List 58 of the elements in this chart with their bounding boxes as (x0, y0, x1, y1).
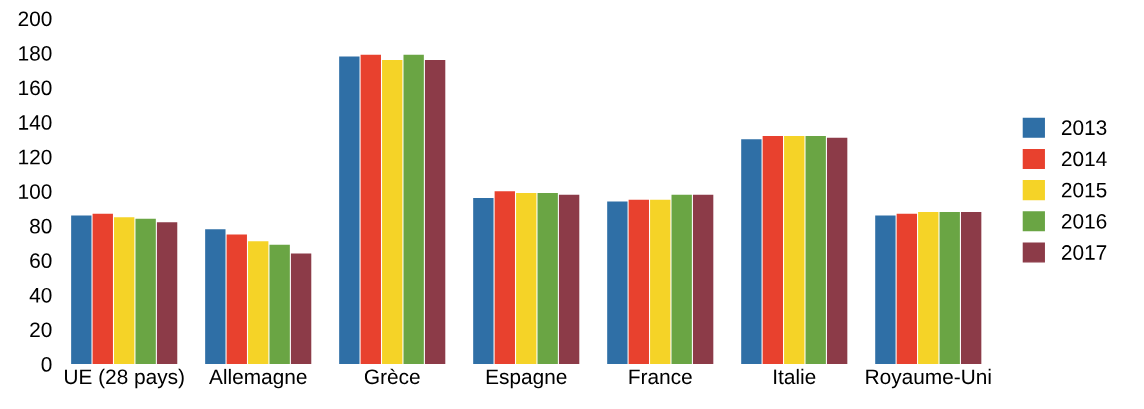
bar (360, 54, 381, 365)
bar (290, 253, 312, 365)
bar (671, 194, 692, 365)
bar (424, 59, 446, 365)
legend-label: 2013 (1061, 120, 1107, 136)
y-tick-label: 40 (29, 287, 52, 303)
bar (918, 211, 939, 365)
bar (896, 213, 918, 365)
bar (741, 139, 762, 365)
bar (875, 215, 896, 365)
y-tick-label: 100 (19, 184, 52, 199)
y-tick-label: 80 (30, 218, 52, 234)
legend-label: 2014 (1061, 151, 1107, 167)
bar (960, 211, 982, 365)
y-tick-label: 200 (18, 11, 52, 27)
bar (537, 192, 558, 365)
y-tick-label: 20 (30, 322, 52, 338)
bar (692, 194, 714, 365)
legend-label: 2015 (1061, 182, 1107, 198)
legend-label: 2017 (1061, 245, 1107, 260)
bar (826, 137, 848, 365)
bar (516, 192, 537, 365)
x-tick-label: Grèce (364, 368, 420, 385)
x-tick-label: Espagne (486, 369, 567, 389)
bar (226, 234, 247, 365)
bar (607, 201, 628, 365)
bar (473, 198, 494, 365)
bar (156, 222, 178, 365)
y-tick-label: 140 (19, 115, 52, 130)
y-tick-label: 60 (30, 253, 52, 269)
bar (339, 56, 360, 365)
x-tick-label: France (629, 369, 692, 385)
bar (92, 213, 113, 365)
bar (805, 135, 826, 365)
y-tick-label: 160 (19, 80, 52, 96)
bar (135, 218, 156, 365)
bar (403, 54, 424, 365)
y-tick-label: 0 (41, 357, 52, 372)
y-tick-label: 180 (19, 45, 52, 61)
y-tick-label: 120 (19, 149, 52, 165)
bar (939, 211, 960, 365)
bar (628, 199, 649, 365)
bar (248, 241, 269, 365)
bar (114, 217, 135, 365)
bar (382, 59, 403, 365)
x-tick-label: Italie (774, 368, 816, 385)
x-tick-label: Royaume-Uni (866, 368, 991, 389)
legend-label: 2016 (1061, 213, 1107, 229)
bar (762, 135, 784, 365)
bar (558, 194, 580, 365)
x-tick-label: UE (28 pays) (65, 368, 184, 389)
bar (71, 215, 92, 365)
bar (650, 199, 671, 365)
bar (205, 229, 226, 365)
x-tick-label: Allemagne (209, 368, 307, 389)
bar (784, 135, 805, 365)
bar (494, 191, 515, 365)
bar (269, 244, 290, 365)
